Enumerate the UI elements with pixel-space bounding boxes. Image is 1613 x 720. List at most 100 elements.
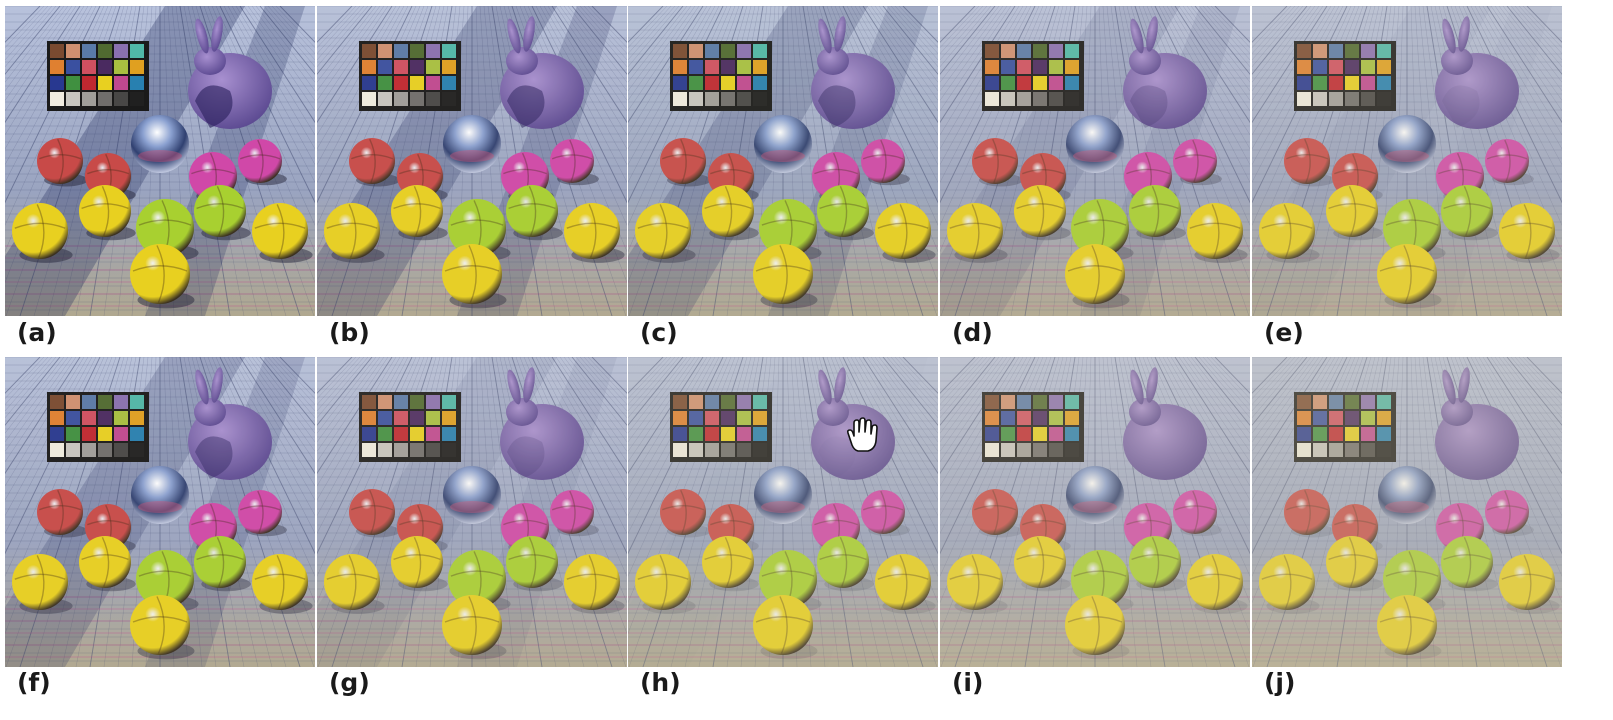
color-checker — [982, 392, 1084, 462]
sphere — [252, 203, 313, 263]
sphere — [1129, 536, 1186, 592]
panel-label: (e) — [1264, 318, 1304, 347]
sphere — [1485, 490, 1534, 537]
bunny — [1123, 16, 1207, 129]
color-checker — [47, 392, 149, 462]
haze — [940, 357, 1250, 667]
sphere — [702, 185, 759, 241]
sphere — [635, 203, 696, 263]
sphere — [1441, 185, 1498, 241]
sphere — [349, 138, 400, 187]
sphere — [194, 536, 251, 592]
sphere — [391, 536, 448, 592]
sphere — [506, 185, 563, 241]
sphere — [238, 490, 287, 537]
sphere — [442, 244, 507, 309]
panel-label: (b) — [329, 318, 370, 347]
chrome-sphere — [131, 115, 189, 173]
sphere — [972, 489, 1023, 538]
sphere — [1284, 138, 1335, 187]
sphere — [79, 536, 136, 592]
bunny — [500, 367, 584, 480]
sphere — [947, 203, 1008, 263]
sphere — [702, 536, 759, 592]
sphere — [660, 489, 711, 538]
sphere — [252, 554, 313, 614]
sphere — [79, 185, 136, 241]
color-checker — [670, 41, 772, 111]
sphere — [875, 203, 936, 263]
sphere — [660, 138, 711, 187]
panel-label: (d) — [952, 318, 993, 347]
sphere — [1014, 185, 1071, 241]
panel-label: (c) — [640, 318, 678, 347]
haze — [628, 357, 938, 667]
haze — [628, 6, 938, 316]
panel-label: (f) — [17, 668, 51, 697]
scene-panel — [940, 6, 1250, 316]
haze — [317, 357, 627, 667]
haze — [317, 6, 627, 316]
bunny — [500, 16, 584, 129]
sphere — [37, 489, 88, 538]
sphere — [1187, 554, 1248, 614]
sphere — [194, 185, 251, 241]
bunny — [188, 16, 272, 129]
sphere — [391, 185, 448, 241]
sphere — [1065, 244, 1130, 309]
panel-label: (h) — [640, 668, 681, 697]
scene-panel — [628, 357, 938, 667]
scene-panel — [5, 357, 315, 667]
sphere — [817, 536, 874, 592]
color-checker — [359, 41, 461, 111]
sphere — [550, 490, 599, 537]
color-checker — [47, 41, 149, 111]
hand-cursor-icon — [846, 417, 878, 452]
sphere — [875, 554, 936, 614]
chrome-sphere — [754, 115, 812, 173]
bunny — [1435, 367, 1519, 480]
sphere — [506, 536, 563, 592]
haze — [940, 6, 1250, 316]
color-checker — [1294, 41, 1396, 111]
sphere — [12, 554, 73, 614]
chrome-sphere — [131, 466, 189, 524]
scene-panel — [628, 6, 938, 316]
scene-panel — [940, 357, 1250, 667]
sphere — [1326, 536, 1383, 592]
color-checker — [670, 392, 772, 462]
sphere — [1129, 185, 1186, 241]
color-checker — [359, 392, 461, 462]
sphere — [1187, 203, 1248, 263]
sphere — [442, 595, 507, 660]
sphere — [1284, 489, 1335, 538]
scene-panel — [317, 6, 627, 316]
scene-panel — [1252, 357, 1562, 667]
sphere — [1441, 536, 1498, 592]
sphere — [1485, 139, 1534, 186]
sphere — [1259, 554, 1320, 614]
sphere — [1377, 595, 1442, 660]
sphere — [1065, 595, 1130, 660]
panel-label: (g) — [329, 668, 370, 697]
sphere — [130, 595, 195, 660]
sphere — [1326, 185, 1383, 241]
sphere — [324, 554, 385, 614]
panel-label: (j) — [1264, 668, 1296, 697]
sphere — [1499, 554, 1560, 614]
sphere — [1014, 536, 1071, 592]
bunny — [1435, 16, 1519, 129]
sphere — [238, 139, 287, 186]
bunny — [1123, 367, 1207, 480]
sphere — [37, 138, 88, 187]
sphere — [1377, 244, 1442, 309]
haze — [5, 6, 315, 316]
chrome-sphere — [1066, 466, 1124, 524]
color-checker — [982, 41, 1084, 111]
sphere — [635, 554, 696, 614]
sphere — [972, 138, 1023, 187]
panel-label: (a) — [17, 318, 57, 347]
sphere — [1259, 203, 1320, 263]
scene-panel — [1252, 6, 1562, 316]
sphere — [564, 203, 625, 263]
